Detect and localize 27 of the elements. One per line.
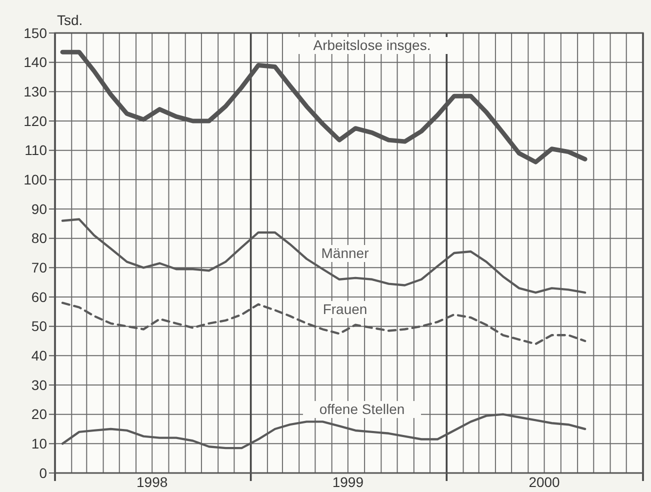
- y-tick-label: 40: [31, 348, 48, 364]
- y-axis-title: Tsd.: [57, 12, 83, 28]
- y-tick-label: 20: [31, 406, 48, 422]
- series-label: Frauen: [322, 301, 368, 317]
- series-label: Männer: [321, 245, 370, 261]
- y-tick-label: 150: [24, 24, 48, 41]
- y-tick-label: 90: [31, 200, 48, 217]
- x-tick-label: 1998: [136, 474, 168, 490]
- x-tick-label: 1999: [332, 474, 364, 490]
- y-tick-label: 10: [31, 436, 48, 452]
- line-series: [61, 302, 586, 346]
- line-series: [61, 218, 586, 294]
- y-tick-label: 110: [24, 142, 48, 158]
- y-tick-label: 100: [24, 172, 48, 188]
- line-series: [61, 413, 586, 450]
- y-tick-label: 60: [31, 288, 48, 305]
- y-tick-label: 70: [31, 260, 48, 276]
- y-tick-label: 140: [24, 54, 48, 70]
- x-tick-label: 2000: [528, 474, 560, 490]
- y-tick-label: 120: [24, 112, 48, 129]
- series-label: offene Stellen: [319, 401, 405, 417]
- y-tick-label: 130: [24, 84, 48, 100]
- y-tick-label: 30: [31, 376, 48, 393]
- text: Arbeitslose insges.: [313, 37, 431, 53]
- y-tick-label: 50: [31, 318, 48, 334]
- y-tick-label: 80: [31, 230, 48, 246]
- y-tick-label: 0: [39, 464, 48, 481]
